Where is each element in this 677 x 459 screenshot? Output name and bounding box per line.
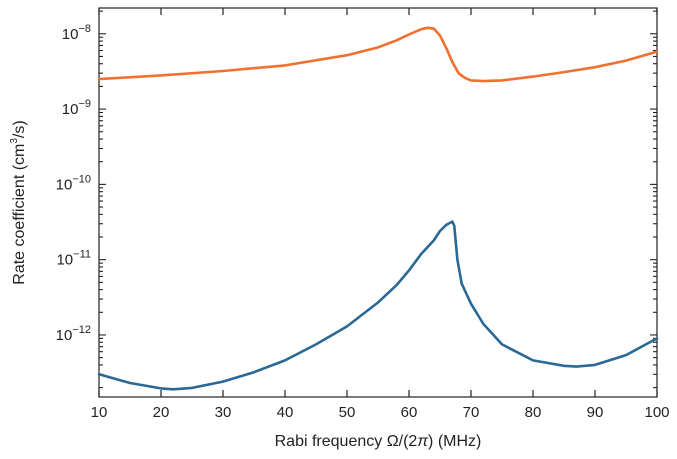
x-tick-label: 90 — [587, 404, 604, 421]
x-axis-ticks: 10 20 30 40 50 60 70 80 90 100 — [91, 8, 670, 421]
x-axis-label-main: Rabi frequency Ω/(2 — [275, 433, 418, 450]
plot-frame — [98, 7, 658, 398]
series-line-1 — [97, 26, 659, 83]
x-axis-label-unit: ) (MHz) — [428, 433, 481, 450]
y-tick-label: 10−8 — [62, 23, 91, 43]
x-tick-label: 20 — [153, 404, 170, 421]
series-line-2 — [97, 220, 659, 391]
x-tick-label: 30 — [215, 404, 232, 421]
x-tick-label: 40 — [277, 404, 294, 421]
x-tick-label: 60 — [401, 404, 418, 421]
x-tick-label: 50 — [339, 404, 356, 421]
x-axis-label-pi: π — [417, 433, 428, 450]
x-tick-label: 70 — [463, 404, 480, 421]
y-tick-label: 10−9 — [62, 98, 91, 118]
y-axis-label-main: Rate coefficient (cm — [11, 144, 28, 285]
x-axis-label: Rabi frequency Ω/(2π) (MHz) — [275, 433, 482, 450]
x-tick-label: 100 — [644, 404, 669, 421]
series-layer — [97, 26, 659, 391]
x-tick-label: 10 — [91, 404, 108, 421]
y-axis-label-unit: /s) — [11, 120, 28, 138]
y-axis-label: Rate coefficient (cm3/s) — [9, 120, 28, 284]
y-axis-label-superscript: 3 — [9, 138, 20, 144]
y-tick-label: 10−10 — [56, 173, 91, 193]
x-tick-label: 80 — [525, 404, 542, 421]
y-axis-ticks: 10−8 10−9 10−10 10−11 10−12 — [56, 10, 657, 389]
y-tick-label: 10−12 — [56, 324, 91, 344]
y-tick-label: 10−11 — [56, 249, 91, 269]
